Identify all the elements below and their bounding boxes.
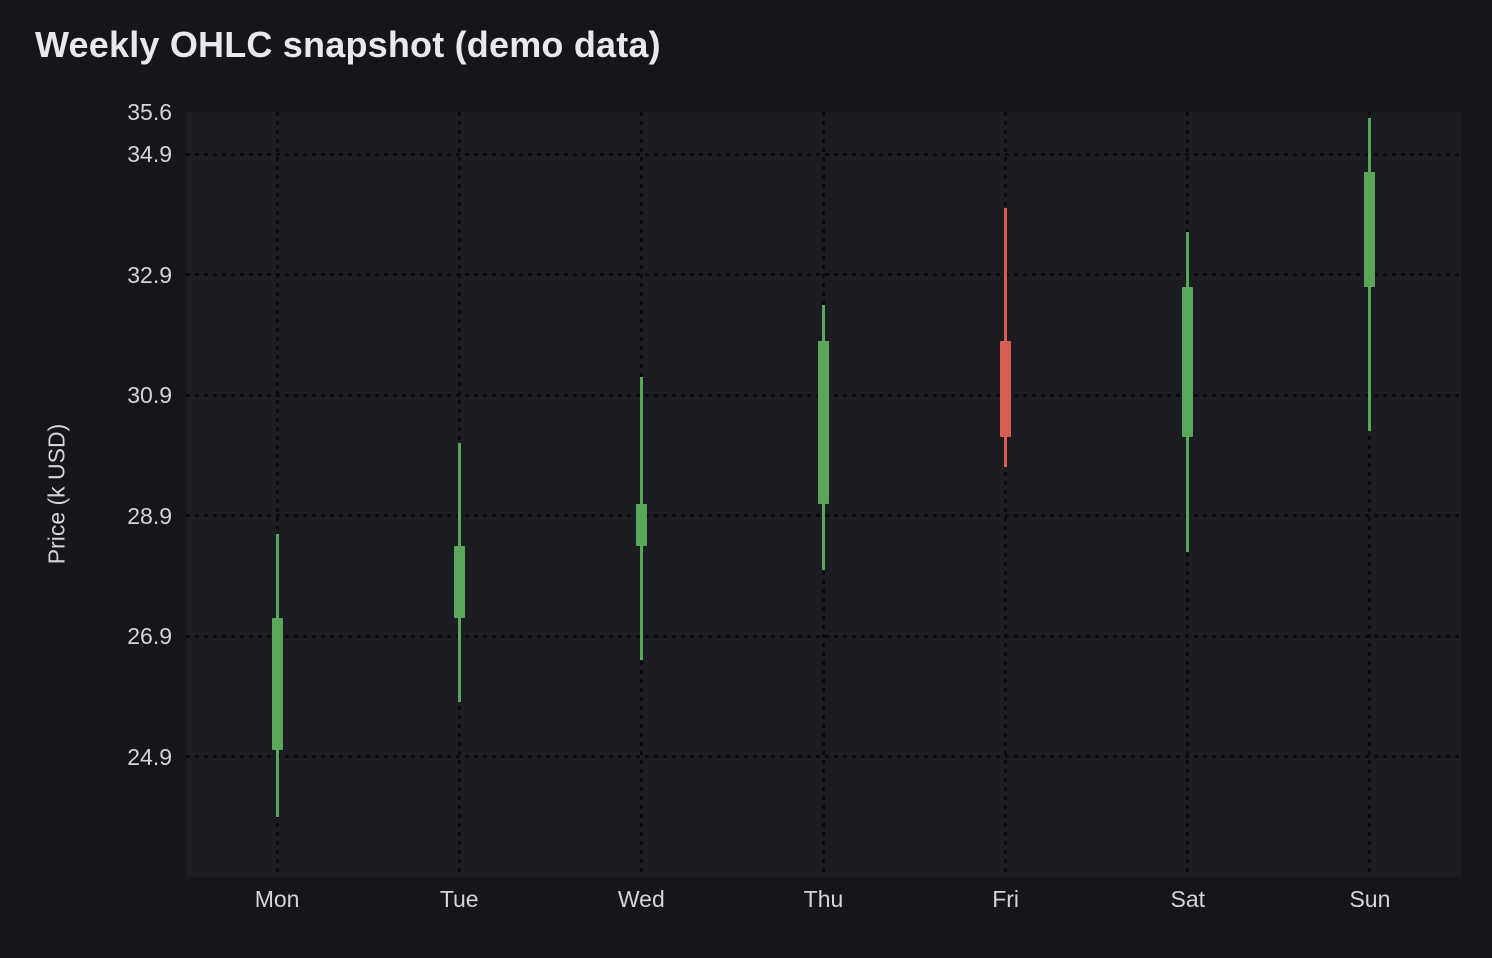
xtick-label-wed: Wed [617, 886, 665, 912]
candle-body-sat [1182, 286, 1194, 438]
candle-body-mon [271, 617, 283, 751]
ytick-label-30.9: 30.9 [127, 382, 172, 409]
ytick-label-26.9: 26.9 [127, 623, 172, 650]
ytick-label-28.9: 28.9 [127, 502, 172, 529]
vertical-gridline-sun [1368, 112, 1372, 877]
chart-title: Weekly OHLC snapshot (demo data) [35, 24, 661, 65]
candle-body-wed [635, 503, 647, 546]
y-axis-title: Price (k USD) [43, 423, 70, 565]
horizontal-gridline-24.9 [186, 755, 1461, 759]
candle-body-sun [1364, 172, 1376, 287]
candle-body-tue [453, 545, 465, 618]
candle-body-thu [818, 340, 829, 504]
ytick-label-34.9: 34.9 [127, 141, 172, 168]
ytick-label-32.9: 32.9 [127, 261, 172, 288]
vertical-gridline-fri [1004, 112, 1008, 877]
candle-body-fri [1000, 340, 1012, 438]
ytick-label-24.9: 24.9 [127, 743, 172, 770]
xtick-label-fri: Fri [992, 886, 1020, 912]
horizontal-gridline-32.9 [186, 273, 1461, 277]
xtick-label-sat: Sat [1170, 886, 1206, 912]
xtick-label-mon: Mon [254, 886, 300, 912]
plot-area [186, 112, 1461, 877]
candle-wick-fri [1004, 208, 1008, 468]
horizontal-gridline-26.9 [186, 634, 1461, 638]
horizontal-gridline-34.9 [186, 152, 1461, 156]
xtick-label-thu: Thu [803, 886, 844, 912]
vertical-gridline-mon [275, 112, 279, 877]
xtick-label-tue: Tue [439, 886, 479, 912]
xtick-label-sun: Sun [1349, 886, 1391, 912]
ytick-label-35.6: 35.6 [127, 99, 172, 125]
